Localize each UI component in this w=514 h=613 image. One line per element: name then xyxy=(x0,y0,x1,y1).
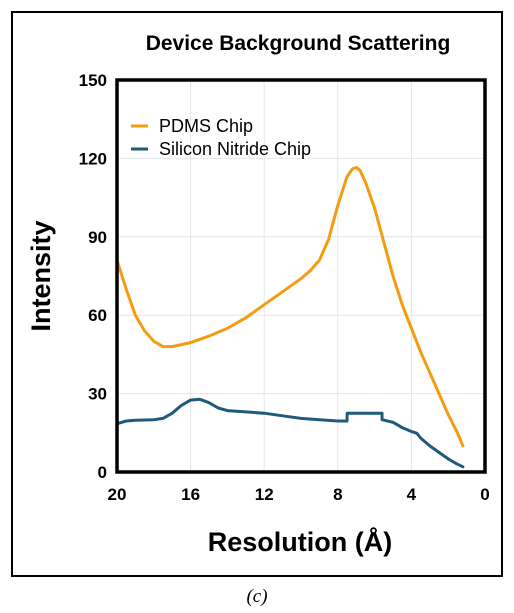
x-tick-label: 0 xyxy=(480,485,489,504)
y-tick-labels: 0 30 60 90 120 150 xyxy=(79,71,107,482)
legend-label: PDMS Chip xyxy=(159,116,253,136)
x-tick-label: 16 xyxy=(181,485,200,504)
x-tick-label: 12 xyxy=(255,485,274,504)
y-tick-label: 0 xyxy=(98,463,107,482)
x-tick-label: 4 xyxy=(407,485,417,504)
y-tick-label: 120 xyxy=(79,149,107,168)
y-axis-label: Intensity xyxy=(26,220,56,331)
y-tick-label: 90 xyxy=(88,228,107,247)
x-axis-label: Resolution (Å) xyxy=(208,526,392,557)
y-tick-label: 60 xyxy=(88,306,107,325)
series-group xyxy=(115,166,465,469)
x-tick-label: 8 xyxy=(333,485,342,504)
x-tick-labels: 20 16 12 8 4 0 xyxy=(108,485,490,504)
figure-frame xyxy=(11,11,503,577)
chart-title: Device Background Scattering xyxy=(146,32,451,55)
legend: PDMS Chip Silicon Nitride Chip xyxy=(131,116,311,159)
series-line-pdms-chip xyxy=(115,166,465,448)
plot-frame xyxy=(115,78,487,474)
x-tick-label: 20 xyxy=(108,485,127,504)
figure-caption: (c) xyxy=(246,586,267,607)
series-line-silicon-nitride-chip xyxy=(115,397,465,469)
legend-label: Silicon Nitride Chip xyxy=(159,139,311,159)
y-tick-label: 150 xyxy=(79,71,107,90)
y-tick-label: 30 xyxy=(88,385,107,404)
